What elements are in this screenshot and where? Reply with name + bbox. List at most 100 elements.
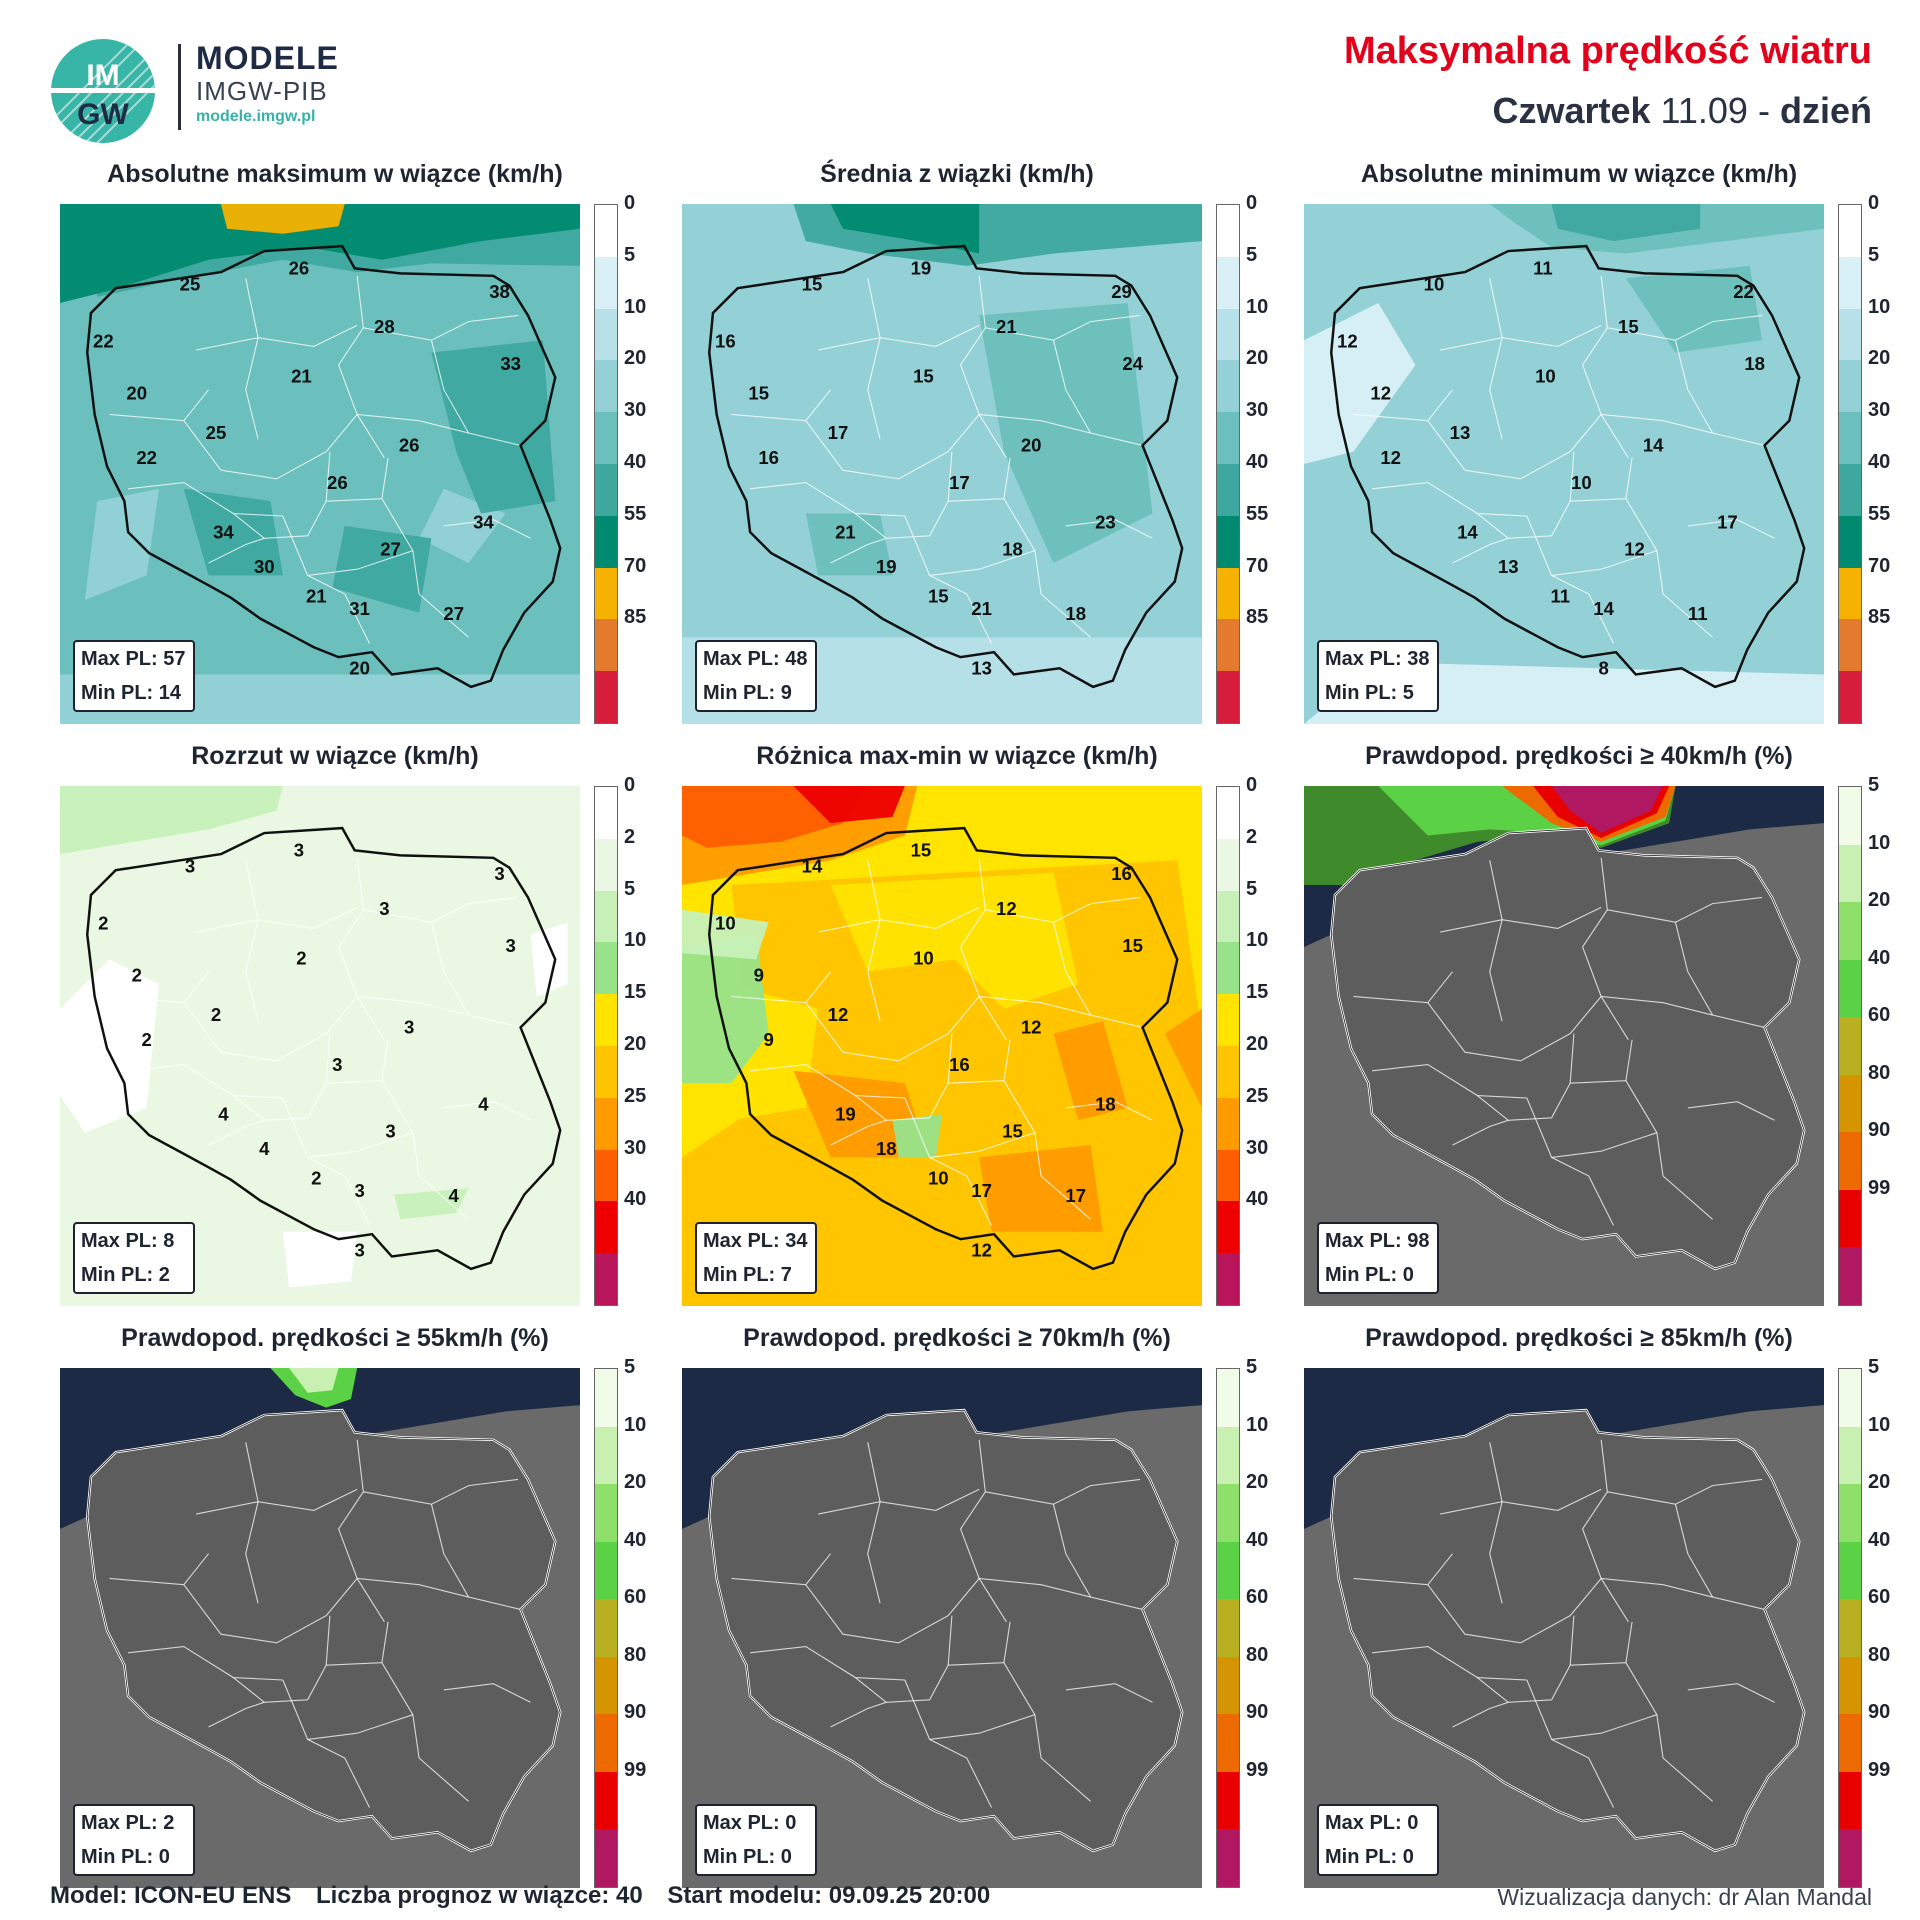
region-value-label: 17 xyxy=(1717,511,1738,532)
region-value-label: 3 xyxy=(185,856,195,877)
color-scale-step xyxy=(595,308,617,361)
region-value-label: 15 xyxy=(1618,316,1639,337)
brand-url[interactable]: modele.imgw.pl xyxy=(196,108,316,125)
color-scale-step xyxy=(595,671,617,723)
model-info: Model: ICON-EU ENS Liczba prognoz w wiąz… xyxy=(50,1882,1008,1910)
imgw-logo: IM GW xyxy=(50,39,156,143)
region-value-label: 10 xyxy=(1571,472,1592,493)
color-scale-step xyxy=(595,567,617,620)
panel-title: Prawdopod. prędkości ≥ 55km/h (%) xyxy=(121,1324,549,1352)
color-scale-step xyxy=(1839,902,1861,960)
region-value-label: 11 xyxy=(1688,603,1708,624)
scale-tick-label: 40 xyxy=(1868,946,1891,969)
stats-box: Max PL: 2 Min PL: 0 xyxy=(73,1804,195,1876)
region-value-label: 3 xyxy=(294,840,304,861)
color-scale-step xyxy=(1217,412,1239,464)
color-scale-step xyxy=(595,1484,617,1542)
color-scale-step xyxy=(1839,360,1861,413)
region-value-label: 14 xyxy=(1593,598,1614,619)
color-scale-step xyxy=(1839,1247,1861,1305)
color-scale-step xyxy=(1217,890,1239,943)
scale-tick-label: 20 xyxy=(1868,1471,1891,1494)
color-scale-step xyxy=(1217,1253,1239,1305)
color-scale-step xyxy=(1217,787,1239,839)
min-value: Min PL: 9 xyxy=(703,682,792,704)
scale-tick-label: 85 xyxy=(1868,606,1891,629)
color-scale-step xyxy=(1217,205,1239,257)
region-value-label: 13 xyxy=(1498,556,1519,577)
region-value-label: 15 xyxy=(802,274,823,295)
region-value-label: 10 xyxy=(913,947,934,968)
color-scale xyxy=(1838,204,1862,724)
map-panel: Absolutne maksimum w wiązce (km/h) 25 26 38… xyxy=(50,160,650,740)
scale-tick-label: 99 xyxy=(1246,1758,1269,1781)
scale-tick-label: 40 xyxy=(624,1188,647,1211)
color-scale xyxy=(1838,786,1862,1306)
min-value: Min PL: 0 xyxy=(1325,1264,1414,1286)
color-scale xyxy=(1838,1368,1862,1888)
region-value-label: 16 xyxy=(949,1054,970,1075)
region-value-label: 4 xyxy=(478,1093,489,1114)
model-name: Model: ICON-EU ENS xyxy=(50,1882,292,1909)
scale-tick-label: 40 xyxy=(624,451,647,473)
max-value: Max PL: 8 xyxy=(81,1230,175,1252)
region-value-label: 15 xyxy=(1122,935,1143,956)
scale-tick-label: 70 xyxy=(1868,554,1891,577)
region-value-label: 10 xyxy=(1424,274,1445,295)
brand-divider xyxy=(178,44,181,130)
region-value-label: 18 xyxy=(876,1138,897,1159)
region-value-label: 21 xyxy=(306,586,327,607)
region-value-label: 15 xyxy=(928,586,949,607)
min-value: Min PL: 0 xyxy=(703,1846,792,1868)
region-value-label: 26 xyxy=(289,258,310,279)
region-value-label: 11 xyxy=(1550,586,1570,607)
region-value-label: 31 xyxy=(349,598,370,619)
region-value-label: 15 xyxy=(1002,1121,1023,1142)
color-scale-step xyxy=(1839,959,1861,1018)
map-panel: Absolutne minimum w wiązce (km/h) 10 11 22 1… xyxy=(1294,160,1894,740)
scale-tick-label: 30 xyxy=(624,1136,647,1159)
color-scale-step xyxy=(1839,1369,1861,1427)
scale-tick-label: 90 xyxy=(1246,1701,1269,1724)
credit: Wizualizacja danych: dr Alan Mandal xyxy=(1497,1884,1872,1910)
color-scale-step xyxy=(1839,671,1861,723)
color-scale-step xyxy=(1217,567,1239,620)
color-scale-step xyxy=(1217,1149,1239,1202)
poland-map: 3 3 3 2 3 2 2 3 2 2 3 3 4 4 4 3 2 3 4 3 xyxy=(60,786,580,1306)
scale-tick-label: 40 xyxy=(1246,451,1269,473)
region-value-label: 18 xyxy=(1095,1093,1116,1114)
map-panel: Rozrzut w wiązce (km/h) 3 3 3 2 3 2 2 3 2 2 3 3 4 4 4 3 2… xyxy=(50,742,650,1322)
panel-title: Rozrzut w wiązce (km/h) xyxy=(191,742,479,770)
region-value-label: 3 xyxy=(385,1121,395,1142)
color-scale-step xyxy=(1839,412,1861,464)
scale-tick-label: 5 xyxy=(1246,243,1258,266)
color-scale-step xyxy=(595,1656,617,1715)
scale-tick-label: 0 xyxy=(1868,192,1880,214)
color-scale-step xyxy=(1839,567,1861,620)
color-scale-step xyxy=(1217,1656,1239,1715)
page-subtitle: Czwartek 11.09 - dzień xyxy=(1492,90,1872,132)
poland-map: 10 11 22 12 15 12 10 18 13 12 14 10 14 17 13 12 11 14 11 8 xyxy=(1304,204,1824,724)
color-scale-step xyxy=(1839,844,1861,903)
scale-tick-label: 15 xyxy=(1246,981,1269,1004)
scale-tick-label: 25 xyxy=(624,1084,647,1107)
region-value-label: 2 xyxy=(142,1029,152,1050)
panel-title: Różnica max-min w wiązce (km/h) xyxy=(756,742,1158,770)
panel-title: Absolutne maksimum w wiązce (km/h) xyxy=(107,160,563,188)
region-value-label: 17 xyxy=(828,422,849,443)
scale-tick-label: 40 xyxy=(1246,1528,1269,1551)
color-scale-step xyxy=(1217,671,1239,723)
region-value-label: 19 xyxy=(835,1103,856,1124)
color-scale-step xyxy=(595,890,617,943)
poland-map: 14 15 16 10 12 9 10 15 12 9 12 16 19 18 18 15 10 17 17 12 xyxy=(682,786,1202,1306)
scale-tick-label: 55 xyxy=(624,502,647,525)
scale-tick-label: 30 xyxy=(624,399,647,422)
stats-box: Max PL: 57 Min PL: 14 xyxy=(73,640,195,712)
scale-tick-label: 10 xyxy=(624,929,647,952)
color-scale-step xyxy=(1839,1541,1861,1600)
color-scale-step xyxy=(1217,360,1239,413)
color-scale-step xyxy=(595,360,617,413)
region-value-label: 38 xyxy=(489,281,510,302)
scale-tick-label: 5 xyxy=(1246,1356,1258,1378)
region-value-label: 21 xyxy=(835,521,856,542)
